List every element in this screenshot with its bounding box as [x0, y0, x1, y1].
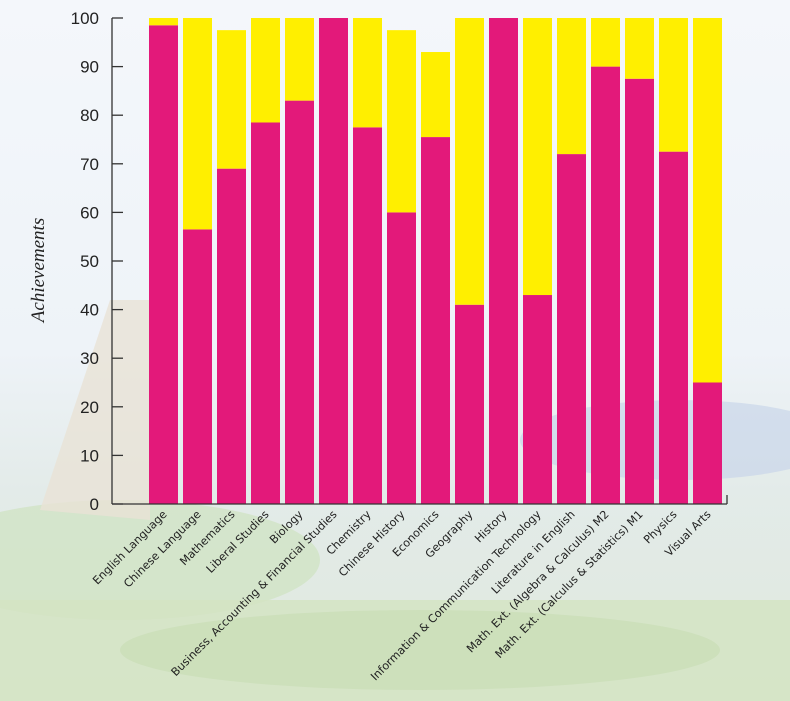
bar-top-7 [387, 30, 416, 213]
bar-top-16 [693, 18, 722, 383]
bar-bottom-2 [217, 168, 246, 504]
bar-bottom-12 [557, 154, 586, 504]
bar-bottom-3 [251, 122, 280, 505]
bar-top-15 [659, 18, 688, 152]
bar-bottom-16 [693, 382, 722, 504]
bar-top-6 [353, 18, 382, 128]
bar-top-9 [455, 18, 484, 305]
bar-bottom-11 [523, 295, 552, 504]
bar-bottom-0 [149, 25, 178, 504]
y-tick-label-90: 90 [80, 58, 99, 77]
bar-top-11 [523, 18, 552, 296]
bar-bottom-7 [387, 212, 416, 504]
x-tick-label-3: Liberal Studies [204, 508, 272, 576]
bar-top-13 [591, 18, 620, 67]
bar-bottom-10 [489, 18, 518, 504]
y-tick-label-70: 70 [80, 155, 99, 174]
bar-top-1 [183, 18, 212, 230]
bars-group [149, 18, 722, 505]
bar-top-2 [217, 30, 246, 169]
bar-top-8 [421, 52, 450, 138]
y-tick-label-30: 30 [80, 349, 99, 368]
bar-top-12 [557, 18, 586, 155]
y-tick-label-60: 60 [80, 203, 99, 222]
bar-bottom-5 [319, 18, 348, 504]
bar-bottom-15 [659, 151, 688, 504]
bar-top-4 [285, 18, 314, 101]
bar-top-0 [149, 18, 178, 26]
y-tick-label-0: 0 [90, 495, 99, 514]
bar-bottom-9 [455, 304, 484, 504]
bar-top-14 [625, 18, 654, 79]
bar-bottom-1 [183, 229, 212, 504]
bar-bottom-8 [421, 137, 450, 504]
bar-bottom-13 [591, 66, 620, 504]
bar-top-3 [251, 18, 280, 123]
y-axis-label: Achievements [28, 218, 49, 324]
bar-bottom-14 [625, 78, 654, 504]
y-tick-label-50: 50 [80, 252, 99, 271]
bar-bottom-6 [353, 127, 382, 504]
y-tick-label-20: 20 [80, 398, 99, 417]
y-tick-label-10: 10 [80, 446, 99, 465]
y-tick-label-80: 80 [80, 106, 99, 125]
bar-bottom-4 [285, 100, 314, 505]
y-tick-label-40: 40 [80, 301, 99, 320]
y-tick-label-100: 100 [71, 9, 99, 28]
